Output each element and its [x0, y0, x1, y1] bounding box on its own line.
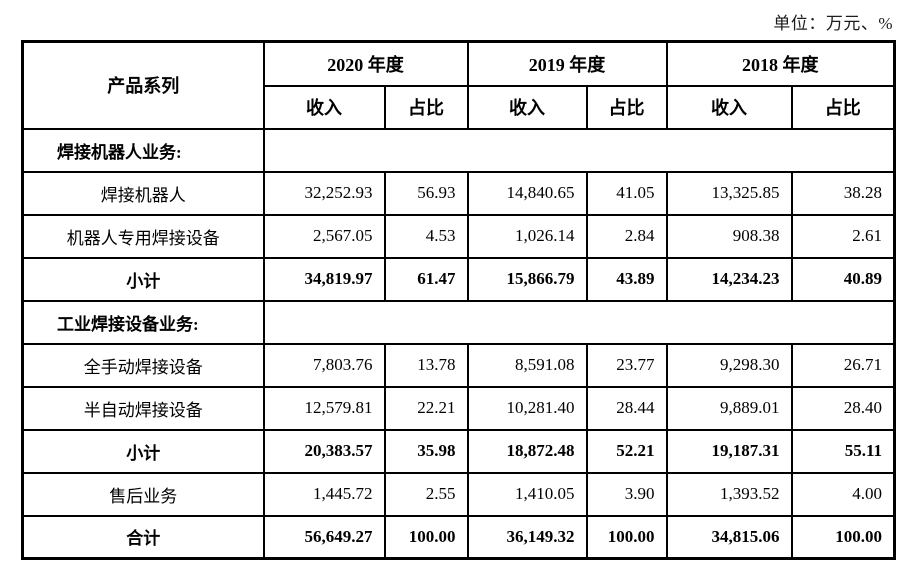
row-label: 焊接机器人业务:: [21, 127, 265, 173]
header-year-2019: 2019 年度: [466, 40, 668, 87]
table-cell: 2.84: [585, 213, 668, 259]
data-row: 焊接机器人 32,252.93 56.93 14,840.65 41.05 13,325.…: [21, 170, 896, 216]
table-cell: 28.40: [790, 385, 896, 431]
table-cell: 8,591.08: [466, 342, 588, 388]
table-cell: 100.00: [585, 514, 668, 560]
row-label: 售后业务: [21, 471, 265, 517]
table-cell: 15,866.79: [466, 256, 588, 302]
table-cell: 38.28: [790, 170, 896, 216]
table-cell: 36,149.32: [466, 514, 588, 560]
table-cell: 2.61: [790, 213, 896, 259]
data-row: 售后业务 1,445.72 2.55 1,410.05 3.90 1,393.52 4.00: [21, 471, 896, 517]
header-revenue-2020: 收入: [262, 84, 386, 130]
table-cell: 35.98: [383, 428, 469, 474]
table-cell: 1,445.72: [262, 471, 386, 517]
table-cell: 40.89: [790, 256, 896, 302]
table-cell: 7,803.76: [262, 342, 386, 388]
row-label: 全手动焊接设备: [21, 342, 265, 388]
table-cell: 55.11: [790, 428, 896, 474]
table-cell: 3.90: [585, 471, 668, 517]
table-cell: 14,840.65: [466, 170, 588, 216]
table-cell: 14,234.23: [665, 256, 793, 302]
table-cell: 100.00: [383, 514, 469, 560]
table-cell: 56.93: [383, 170, 469, 216]
data-row: 机器人专用焊接设备 2,567.05 4.53 1,026.14 2.84 908.38 2…: [21, 213, 896, 259]
subtotal-row: 小计 20,383.57 35.98 18,872.48 52.21 19,187.31 5…: [21, 428, 896, 474]
table-cell: 43.89: [585, 256, 668, 302]
table-cell: 19,187.31: [665, 428, 793, 474]
row-label: 半自动焊接设备: [21, 385, 265, 431]
data-row: 半自动焊接设备 12,579.81 22.21 10,281.40 28.44 9,889…: [21, 385, 896, 431]
revenue-table: 产品系列 2020 年度 2019 年度 2018 年度 收入 占比 收入 占比…: [21, 40, 896, 560]
table-cell: 34,819.97: [262, 256, 386, 302]
table-cell: 12,579.81: [262, 385, 386, 431]
table-cell: 4.53: [383, 213, 469, 259]
table-cell: 34,815.06: [665, 514, 793, 560]
row-label: 机器人专用焊接设备: [21, 213, 265, 259]
table-cell: 56,649.27: [262, 514, 386, 560]
table-cell: 2.55: [383, 471, 469, 517]
table-cell: 22.21: [383, 385, 469, 431]
header-year-2020: 2020 年度: [262, 40, 469, 87]
total-row: 合计 56,649.27 100.00 36,149.32 100.00 34,815.0…: [21, 514, 896, 560]
header-year-2018: 2018 年度: [665, 40, 896, 87]
header-row-years: 产品系列 2020 年度 2019 年度 2018 年度: [21, 40, 896, 130]
table-cell: 61.47: [383, 256, 469, 302]
table-cell: 100.00: [790, 514, 896, 560]
table-cell: 13.78: [383, 342, 469, 388]
header-share-2020: 占比: [383, 84, 469, 130]
unit-label: 单位：万元、%: [773, 14, 893, 33]
section-empty-cell: [262, 299, 896, 345]
table-cell: 10,281.40: [466, 385, 588, 431]
table-cell: 1,410.05: [466, 471, 588, 517]
row-label: 小计: [21, 428, 265, 474]
table-cell: 4.00: [790, 471, 896, 517]
header-revenue-2018: 收入: [665, 84, 793, 130]
row-label: 小计: [21, 256, 265, 302]
table-cell: 23.77: [585, 342, 668, 388]
section-row: 工业焊接设备业务:: [21, 299, 896, 345]
table-cell: 32,252.93: [262, 170, 386, 216]
table-cell: 1,393.52: [665, 471, 793, 517]
table-cell: 18,872.48: [466, 428, 588, 474]
row-label: 焊接机器人: [21, 170, 265, 216]
header-share-2019: 占比: [585, 84, 668, 130]
table-cell: 20,383.57: [262, 428, 386, 474]
table-body: 焊接机器人业务: 焊接机器人 32,252.93 56.93 14,840.65 41.0…: [21, 127, 896, 560]
header-share-2018: 占比: [790, 84, 896, 130]
table-cell: 13,325.85: [665, 170, 793, 216]
data-row: 全手动焊接设备 7,803.76 13.78 8,591.08 23.77 9,298.3…: [21, 342, 896, 388]
row-label: 工业焊接设备业务:: [21, 299, 265, 345]
table-cell: 2,567.05: [262, 213, 386, 259]
subtotal-row: 小计 34,819.97 61.47 15,866.79 43.89 14,234.23 4…: [21, 256, 896, 302]
table-cell: 28.44: [585, 385, 668, 431]
table-cell: 26.71: [790, 342, 896, 388]
table-cell: 9,298.30: [665, 342, 793, 388]
section-empty-cell: [262, 127, 896, 173]
table-cell: 9,889.01: [665, 385, 793, 431]
section-row: 焊接机器人业务:: [21, 127, 896, 173]
table-header: 产品系列 2020 年度 2019 年度 2018 年度 收入 占比 收入 占比…: [21, 40, 896, 130]
header-revenue-2019: 收入: [466, 84, 588, 130]
table-cell: 1,026.14: [466, 213, 588, 259]
table-cell: 52.21: [585, 428, 668, 474]
table-cell: 908.38: [665, 213, 793, 259]
header-row-subcolumns: 收入 占比 收入 占比 收入 占比: [23, 84, 896, 130]
header-product-series: 产品系列: [21, 40, 265, 130]
row-label: 合计: [21, 514, 265, 560]
table-cell: 41.05: [585, 170, 668, 216]
